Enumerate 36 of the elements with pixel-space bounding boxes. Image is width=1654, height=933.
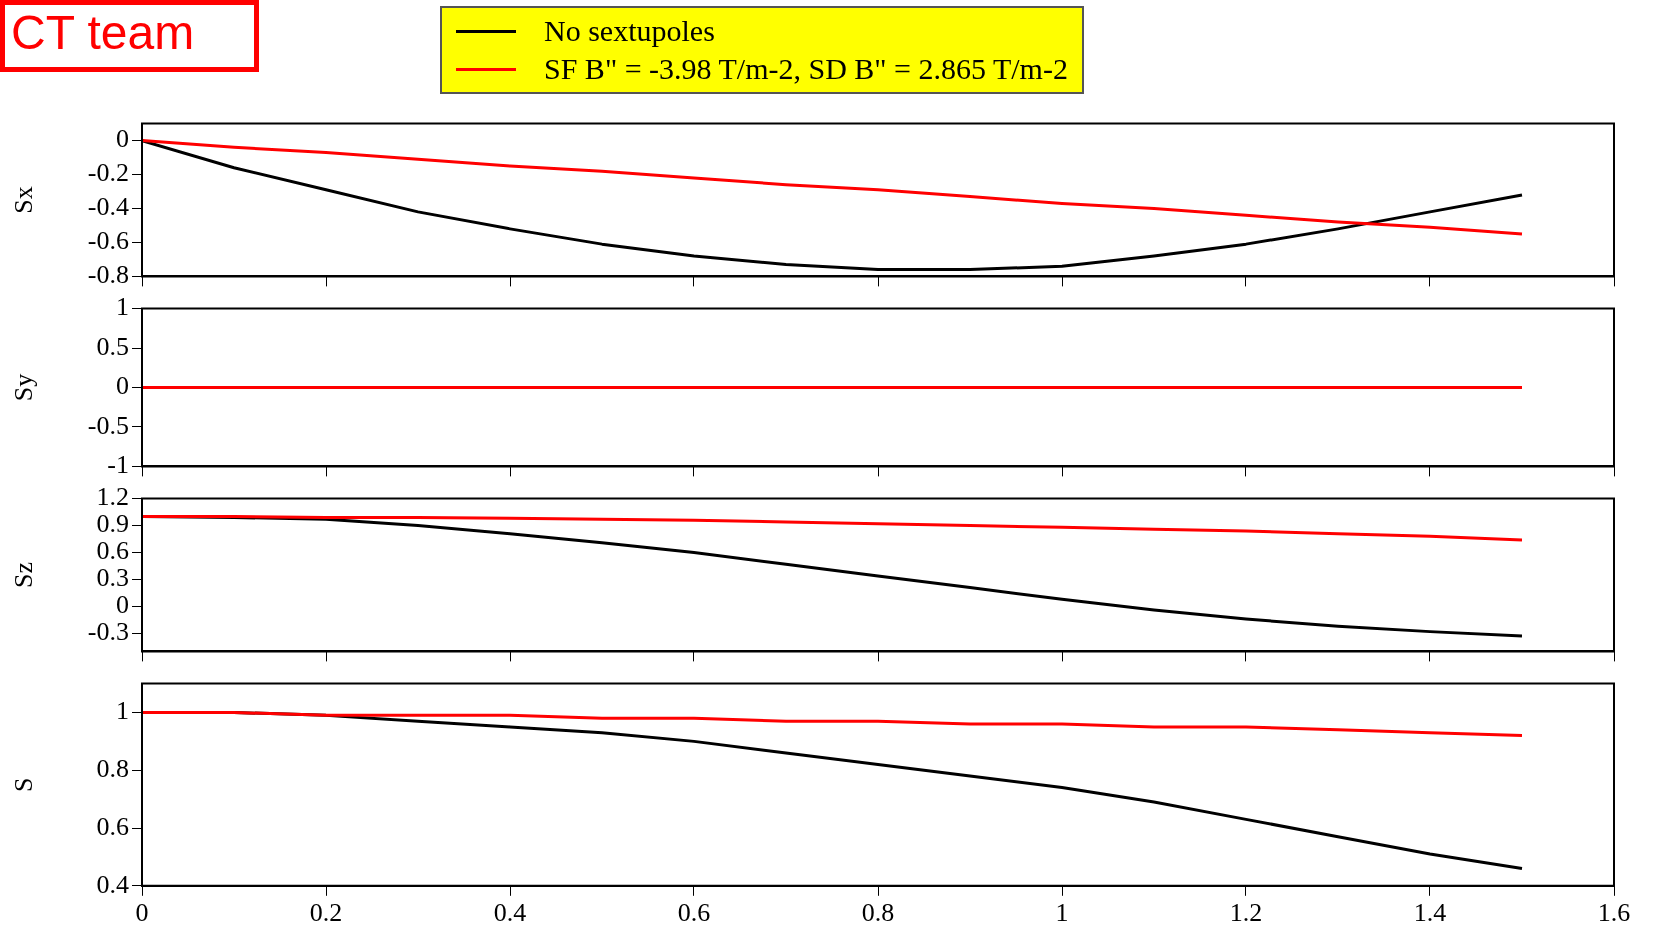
y-tick-label: -0.6 — [87, 226, 129, 256]
y-tick-label: 0.4 — [96, 869, 129, 899]
x-tick-label: 0.4 — [493, 898, 527, 928]
y-tick-label: -0.5 — [87, 410, 129, 440]
x-tick-label: 0.8 — [861, 898, 895, 928]
y-tick-label: 1.2 — [96, 482, 129, 512]
y-tick-label: -0.8 — [87, 260, 129, 290]
y-tick-label: 1 — [116, 292, 129, 322]
y-tick-label: 0.6 — [96, 811, 129, 841]
legend-label: No sextupoles — [544, 14, 715, 48]
y-axis-title: Sz — [9, 562, 39, 588]
y-axis-title: S — [9, 777, 39, 792]
x-tick-label: 1.4 — [1413, 898, 1447, 928]
y-axis-title: Sx — [9, 186, 39, 214]
x-tick-label: 1.6 — [1597, 898, 1631, 928]
x-tick-label: 0.2 — [309, 898, 343, 928]
x-tick-label: 1.2 — [1229, 898, 1263, 928]
x-tick-label: 1 — [1055, 898, 1069, 928]
y-tick-label: 1 — [116, 696, 129, 726]
y-tick-label: -0.2 — [87, 158, 129, 188]
x-tick-label: 0 — [135, 898, 149, 928]
legend-label: SF B" = -3.98 T/m-2, SD B" = 2.865 T/m-2 — [544, 52, 1068, 86]
y-tick-label: 0.6 — [96, 536, 129, 566]
y-tick-label: 0.3 — [96, 563, 129, 593]
y-tick-label: -0.4 — [87, 192, 129, 222]
y-tick-label: -1 — [107, 450, 129, 480]
y-tick-label: -0.3 — [87, 617, 129, 647]
y-tick-label: 0 — [116, 590, 129, 620]
y-tick-label: 0 — [116, 124, 129, 154]
y-tick-label: 0 — [116, 371, 129, 401]
y-axis-title: Sy — [9, 373, 39, 402]
x-tick-label: 0.6 — [677, 898, 711, 928]
y-tick-label: 0.8 — [96, 754, 129, 784]
y-tick-label: 0.5 — [96, 331, 129, 361]
text: CT team — [0, 0, 260, 72]
y-tick-label: 0.9 — [96, 509, 129, 539]
